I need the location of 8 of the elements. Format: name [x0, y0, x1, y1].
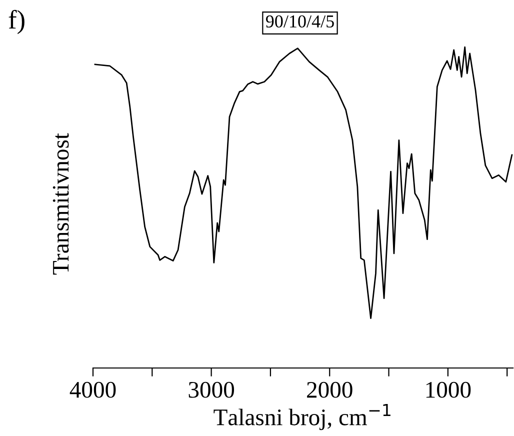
y-axis-title: Transmitivnost [52, 133, 69, 275]
x-tick-label: 1000 [426, 382, 471, 398]
x-tick-label: 3000 [188, 382, 234, 398]
x-tick-label: 2000 [307, 382, 352, 398]
chart-title: 90/10/4/5 [266, 15, 334, 28]
x-tick-label: 4000 [70, 382, 116, 398]
text: f) [8, 10, 24, 34]
x-axis-title: Talasni broj, cm$^{−1}$ [214, 404, 390, 430]
